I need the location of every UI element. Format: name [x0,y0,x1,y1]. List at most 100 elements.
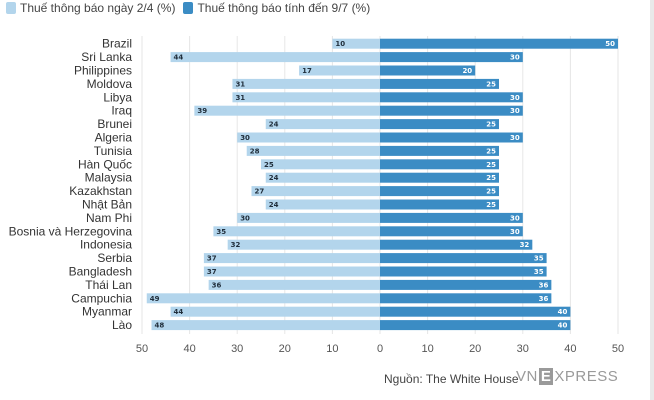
logo-post: XPRESS [554,368,619,385]
value-label-right: 30 [510,134,520,142]
x-tick-label: 40 [564,343,576,355]
bar-left [170,306,380,317]
bar-right [380,159,499,170]
category-label: Thái Lan [85,278,132,292]
value-label-left: 25 [264,161,274,169]
bar-left [299,65,380,76]
bar-right [380,293,552,304]
value-label-right: 25 [486,121,496,129]
bar-left [261,159,380,170]
bar-right [380,199,499,210]
value-label-left: 37 [207,255,217,263]
value-label-left: 31 [235,80,245,88]
value-label-right: 30 [510,94,520,102]
bar-right [380,212,523,223]
x-tick-label: 50 [612,343,624,355]
bar-left [151,320,380,331]
bar-right [380,172,499,183]
category-label: Philippines [74,64,132,78]
value-label-left: 30 [240,134,250,142]
bar-left [237,212,380,223]
category-label: Moldova [87,77,133,91]
value-label-left: 37 [207,268,217,276]
value-label-left: 49 [150,295,160,303]
legend-label-left: Thuế thông báo ngày 2/4 (%) [20,1,176,15]
bar-left [194,105,380,116]
value-label-left: 30 [240,214,250,222]
value-label-right: 36 [539,295,549,303]
category-label: Kazakhstan [69,184,132,198]
value-label-right: 40 [558,322,568,330]
value-label-right: 25 [486,174,496,182]
bar-right [380,279,552,290]
value-label-left: 28 [250,147,260,155]
bar-right [380,226,523,237]
legend-item-left: Thuế thông báo ngày 2/4 (%) [6,1,175,15]
category-label: Hàn Quốc [78,157,132,171]
category-label: Nam Phi [86,211,132,225]
bar-left [265,199,380,210]
legend-swatch-left [6,2,16,14]
bar-left [246,145,380,156]
legend-item-right: Thuế thông báo tính đến 9/7 (%) [183,1,370,15]
vnexpress-logo: VN E XPRESS [516,368,618,385]
bar-right [380,78,499,89]
bar-right [380,253,547,264]
legend: Thuế thông báo ngày 2/4 (%) Thuế thông b… [6,1,370,15]
x-tick-label: 50 [136,343,148,355]
category-label: Libya [103,90,132,104]
legend-label-right: Thuế thông báo tính đến 9/7 (%) [197,1,371,15]
category-label: Bosnia và Herzegovina [9,224,133,238]
bar-left [237,132,380,143]
category-label: Nhật Bản [82,198,132,212]
value-label-right: 30 [510,107,520,115]
value-label-left: 32 [231,241,241,249]
category-label: Bangladesh [69,265,132,279]
value-label-right: 32 [520,241,530,249]
value-label-left: 39 [197,107,207,115]
value-label-left: 31 [235,94,245,102]
value-label-left: 44 [174,54,184,62]
category-label: Brunei [97,117,132,131]
value-label-right: 40 [558,308,568,316]
value-label-left: 24 [269,201,279,209]
bar-left [265,119,380,130]
bar-left [208,279,380,290]
value-label-right: 25 [486,147,496,155]
bar-right [380,92,523,103]
category-label: Iraq [111,104,132,118]
bar-left [146,293,380,304]
value-label-left: 24 [269,174,279,182]
value-label-left: 36 [212,281,222,289]
bar-right [380,266,547,277]
scrollbar-edge [650,0,654,400]
value-label-right: 50 [605,40,615,48]
bar-left [232,78,380,89]
value-label-left: 10 [335,40,345,48]
bar-left [213,226,380,237]
bar-right [380,306,571,317]
bar-left [203,266,380,277]
legend-swatch-right [183,2,194,14]
logo-box: E [538,368,554,385]
logo-pre: VN [516,368,538,385]
value-label-right: 30 [510,214,520,222]
value-label-right: 30 [510,228,520,236]
value-label-right: 25 [486,80,496,88]
bar-right [380,105,523,116]
value-label-left: 44 [174,308,184,316]
category-label: Algeria [95,131,133,145]
x-tick-label: 30 [517,343,529,355]
value-label-right: 36 [539,281,549,289]
bar-right [380,320,571,331]
x-tick-label: 20 [469,343,481,355]
value-label-right: 25 [486,188,496,196]
x-tick-label: 20 [279,343,291,355]
category-label: Lào [112,318,132,332]
bar-left [251,186,380,197]
value-label-left: 17 [302,67,312,75]
value-label-right: 35 [534,268,544,276]
value-label-right: 35 [534,255,544,263]
